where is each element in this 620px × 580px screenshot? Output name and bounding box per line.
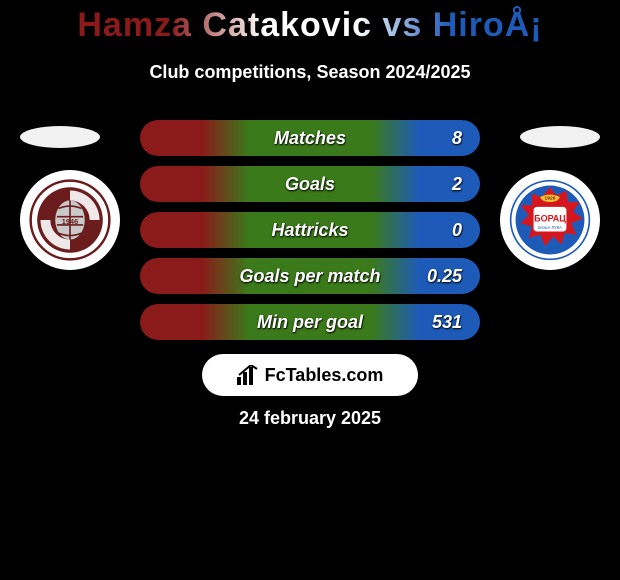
stat-value: 0 — [452, 220, 462, 241]
svg-text:1946: 1946 — [62, 217, 78, 226]
svg-text:БАЊА ЛУКА: БАЊА ЛУКА — [538, 225, 562, 230]
stat-bars: Matches 8 Goals 2 Hattricks 0 Goals per … — [140, 120, 480, 350]
stat-label: Matches — [140, 128, 480, 149]
stat-value: 8 — [452, 128, 462, 149]
stat-bar-matches: Matches 8 — [140, 120, 480, 156]
player-disc-left — [20, 126, 100, 148]
site-label: FcTables.com — [265, 365, 384, 386]
stat-value: 531 — [432, 312, 462, 333]
comparison-card: Hamza Catakovic vs HiroÅ¡ Club competiti… — [0, 0, 620, 580]
stat-label: Min per goal — [140, 312, 480, 333]
player-disc-right — [520, 126, 600, 148]
stat-bar-goals-per-match: Goals per match 0.25 — [140, 258, 480, 294]
stat-bar-hattricks: Hattricks 0 — [140, 212, 480, 248]
sarajevo-crest-icon: 1946 — [29, 179, 111, 261]
borac-crest-icon: БОРАЦ БАЊА ЛУКА 1926 — [509, 179, 591, 261]
stat-bar-goals: Goals 2 — [140, 166, 480, 202]
svg-text:БОРАЦ: БОРАЦ — [534, 214, 566, 224]
page-title: Hamza Catakovic vs HiroÅ¡ — [0, 6, 620, 45]
stat-value: 0.25 — [427, 266, 462, 287]
team-crest-left: 1946 — [20, 170, 120, 270]
bar-chart-icon — [237, 365, 259, 385]
stat-label: Hattricks — [140, 220, 480, 241]
title-text: Hamza Catakovic vs HiroÅ¡ — [77, 6, 542, 44]
svg-text:1926: 1926 — [545, 196, 556, 202]
team-crest-right: БОРАЦ БАЊА ЛУКА 1926 — [500, 170, 600, 270]
site-badge[interactable]: FcTables.com — [202, 354, 418, 396]
stat-label: Goals — [140, 174, 480, 195]
date-label: 24 february 2025 — [0, 408, 620, 429]
subtitle: Club competitions, Season 2024/2025 — [0, 62, 620, 83]
stat-value: 2 — [452, 174, 462, 195]
stat-bar-min-per-goal: Min per goal 531 — [140, 304, 480, 340]
